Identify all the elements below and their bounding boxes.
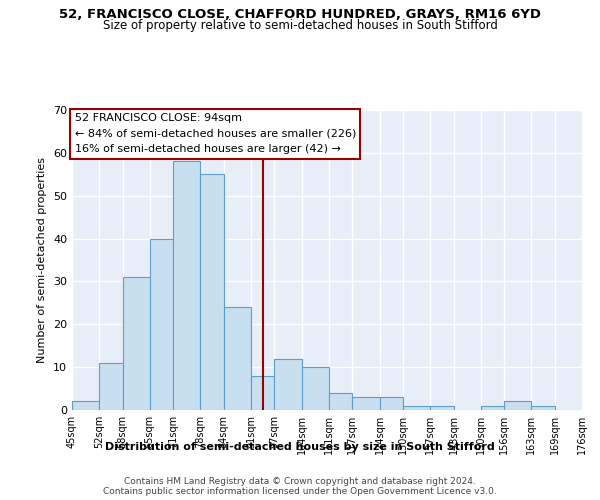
Bar xyxy=(150,238,173,410)
Bar xyxy=(430,406,454,410)
Y-axis label: Number of semi-detached properties: Number of semi-detached properties xyxy=(37,157,47,363)
Text: Contains HM Land Registry data © Crown copyright and database right 2024.: Contains HM Land Registry data © Crown c… xyxy=(124,478,476,486)
Bar xyxy=(224,307,251,410)
Bar xyxy=(72,402,99,410)
Bar xyxy=(403,406,430,410)
Text: 52 FRANCISCO CLOSE: 94sqm
← 84% of semi-detached houses are smaller (226)
16% of: 52 FRANCISCO CLOSE: 94sqm ← 84% of semi-… xyxy=(74,113,356,154)
Bar xyxy=(274,358,302,410)
Bar xyxy=(122,277,150,410)
Text: Distribution of semi-detached houses by size in South Stifford: Distribution of semi-detached houses by … xyxy=(105,442,495,452)
Bar xyxy=(380,397,403,410)
Text: Contains public sector information licensed under the Open Government Licence v3: Contains public sector information licen… xyxy=(103,488,497,496)
Bar xyxy=(99,363,122,410)
Bar xyxy=(251,376,274,410)
Bar xyxy=(481,406,504,410)
Text: 52, FRANCISCO CLOSE, CHAFFORD HUNDRED, GRAYS, RM16 6YD: 52, FRANCISCO CLOSE, CHAFFORD HUNDRED, G… xyxy=(59,8,541,20)
Bar xyxy=(200,174,224,410)
Bar xyxy=(352,397,380,410)
Bar xyxy=(302,367,329,410)
Bar xyxy=(504,402,532,410)
Bar xyxy=(329,393,352,410)
Bar xyxy=(173,162,200,410)
Bar xyxy=(532,406,555,410)
Text: Size of property relative to semi-detached houses in South Stifford: Size of property relative to semi-detach… xyxy=(103,18,497,32)
